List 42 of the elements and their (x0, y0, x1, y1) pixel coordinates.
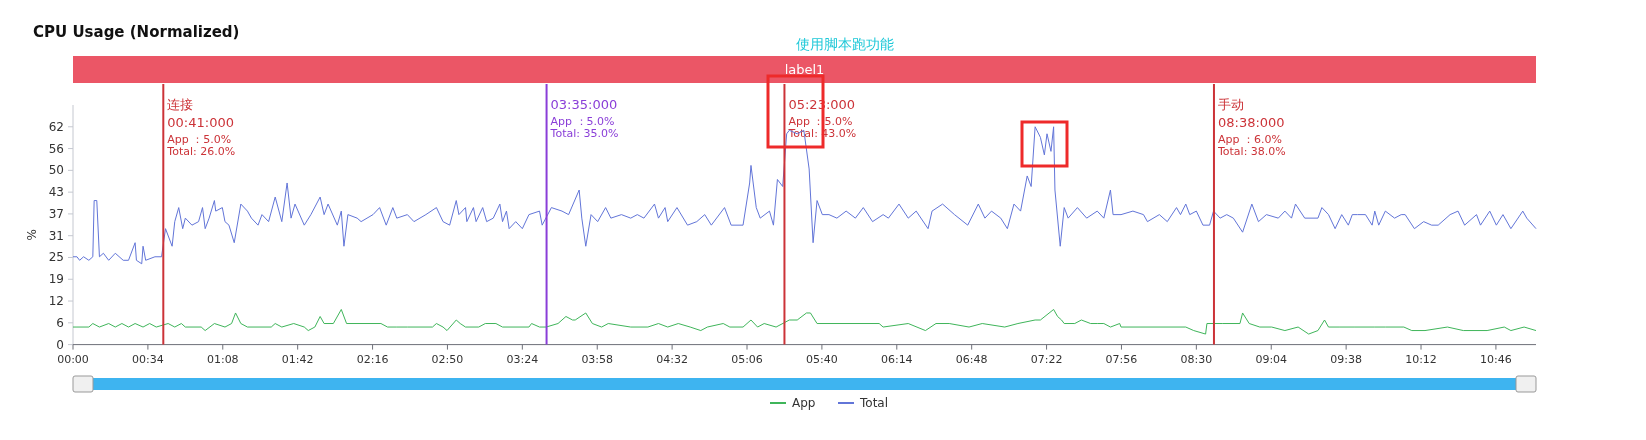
line-series (72, 126, 1537, 265)
text: label1 (784, 62, 825, 77)
text: 使用脚本跑功能 (795, 36, 894, 52)
legend-label: App (792, 396, 816, 410)
chart-title: CPU Usage (Normalized) (33, 23, 240, 41)
x-tick-label: 10:12 (1405, 352, 1437, 366)
x-tick-label: 05:06 (731, 352, 763, 366)
y-tick-label: 31 (48, 228, 64, 243)
x-tick-label: 07:56 (1105, 352, 1138, 366)
y-tick-label: 50 (48, 163, 64, 178)
x-tick-label: 09:04 (1255, 352, 1288, 366)
x-tick-label: 10:46 (1480, 352, 1512, 366)
x-tick-label: 06:48 (955, 352, 988, 366)
x-tick-label: 02:50 (431, 352, 464, 366)
y-axis-title: % (25, 229, 39, 241)
y-tick-label: 12 (48, 294, 64, 309)
x-tick-label: 03:24 (506, 352, 539, 366)
x-tick-label: 09:38 (1330, 352, 1362, 366)
x-tick-label: 06:14 (880, 352, 913, 366)
y-tick-label: 62 (48, 119, 64, 134)
annotation: 03:35:000 App ：5.0% Total: 35.0% (549, 97, 619, 141)
x-tick-label: 08:30 (1180, 352, 1213, 366)
annotation: 手动 08:38:000 App ：6.0% Total: 38.0% (1216, 97, 1286, 159)
x-tick-label: 02:16 (356, 352, 389, 366)
x-tick-label: 00:34 (132, 352, 164, 366)
line-series (72, 308, 1537, 335)
x-tick-label: 04:32 (656, 352, 688, 366)
x-tick-label: 01:42 (281, 352, 314, 366)
annotation: 连接 00:41:000 App ：5.0% Total: 26.0% (166, 97, 236, 159)
y-tick-label: 25 (48, 250, 64, 265)
y-tick-label: 19 (48, 272, 64, 287)
x-tick-label: 03:58 (581, 352, 614, 366)
x-tick-label: 05:40 (806, 352, 838, 366)
y-tick-label: 0 (56, 337, 64, 352)
x-tick-label: 07:22 (1030, 352, 1063, 366)
legend-label: Total (859, 396, 889, 410)
y-tick-label: 43 (48, 185, 64, 200)
y-tick-label: 6 (56, 315, 64, 330)
x-tick-label: 01:08 (206, 352, 239, 366)
x-tick-label: 00:00 (57, 352, 89, 366)
y-tick-label: 37 (48, 206, 64, 221)
y-tick-label: 56 (48, 141, 64, 156)
